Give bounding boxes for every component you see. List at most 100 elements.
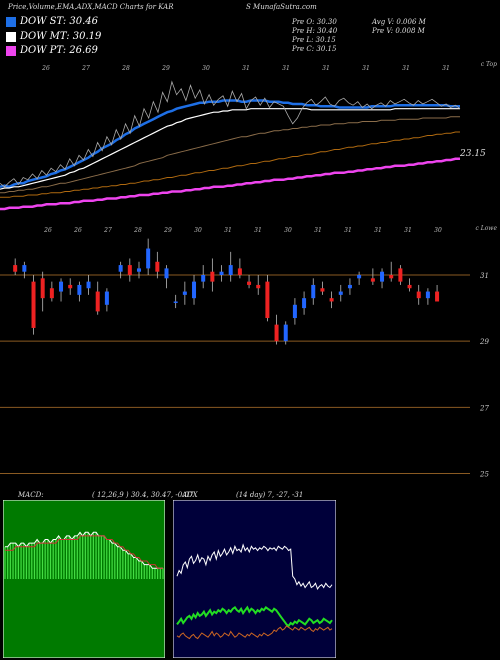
price-candle <box>380 271 385 282</box>
price-corner-label: c Lowe <box>475 225 497 232</box>
legend-dow-mt: DOW MT: 30.19 <box>6 31 101 42</box>
ema-date-label: 31 <box>282 65 290 72</box>
stat-avg-volume: Avg V: 0.006 M <box>372 18 426 26</box>
price-date-label: 30 <box>434 227 442 234</box>
price-candle <box>201 275 206 282</box>
chart-title: Price,Volume,EMA,ADX,MACD Charts for KAR <box>8 3 174 11</box>
stat-low: Pre L: 30.15 <box>292 36 336 44</box>
legend-dow-pt: DOW PT: 26.69 <box>6 45 98 56</box>
price-level-label: 29 <box>479 338 489 346</box>
price-candle <box>228 265 233 276</box>
ema-date-label: 31 <box>402 65 410 72</box>
ema-line <box>0 99 460 189</box>
macd-label: MACD: <box>18 491 44 499</box>
price-candle <box>31 281 36 328</box>
adx-line <box>176 543 333 590</box>
macd-line <box>5 535 163 569</box>
price-candle <box>347 284 352 289</box>
ema-date-label: 28 <box>121 65 130 72</box>
price-candle <box>292 304 297 319</box>
ema-date-label: 31 <box>322 65 330 72</box>
price-candle <box>49 288 54 299</box>
price-candle <box>164 268 169 279</box>
price-candle <box>118 265 123 272</box>
price-candle <box>182 291 187 295</box>
price-candle <box>59 281 64 292</box>
price-candle <box>68 284 73 289</box>
site-name: S MunafaSutra.com <box>246 3 317 11</box>
ema-value-label: 23.15 <box>459 149 486 159</box>
price-date-label: 31 <box>374 227 382 234</box>
price-candle <box>237 268 242 276</box>
price-candle <box>256 284 261 289</box>
price-candle <box>13 265 18 272</box>
adx-background <box>173 500 336 658</box>
price-date-label: 30 <box>284 227 292 234</box>
price-candle <box>95 291 100 312</box>
ema-date-label: 31 <box>442 65 450 72</box>
ema-date-label: 27 <box>81 65 90 72</box>
legend-dow-st: DOW ST: 30.46 <box>6 16 98 27</box>
price-candle <box>274 324 279 342</box>
ema-date-label: 29 <box>161 65 170 72</box>
legend-label-mt: DOW MT: 30.19 <box>20 31 102 42</box>
price-date-label: 31 <box>254 227 262 234</box>
price-candle <box>425 291 430 299</box>
price-candle <box>22 265 27 272</box>
macd-params: ( 12,26,9 ) 30.4, 30.47, -0.07 <box>92 491 194 499</box>
price-candle <box>329 298 334 302</box>
macd-chart <box>3 500 165 658</box>
price-candle <box>136 268 141 272</box>
price-date-label: 31 <box>404 227 412 234</box>
ema-line <box>0 80 461 188</box>
price-date-label: 26 <box>43 227 52 234</box>
legend-label-st: DOW ST: 30.46 <box>20 16 99 27</box>
ema-line <box>0 116 460 194</box>
ema-corner-label: c Top <box>481 61 497 68</box>
legend-swatch-st <box>6 16 16 27</box>
ema-line <box>0 108 460 190</box>
price-date-label: 31 <box>224 227 232 234</box>
price-candle <box>320 288 325 292</box>
price-candle <box>407 284 412 289</box>
price-candle <box>146 248 151 269</box>
ema-date-label: 26 <box>41 65 50 72</box>
stat-pre-volume: Pre V: 0.008 M <box>372 27 425 35</box>
price-candle <box>127 265 132 276</box>
price-level-label: 25 <box>479 471 489 479</box>
price-date-label: 31 <box>314 227 322 234</box>
price-candle <box>192 281 197 299</box>
price-candle <box>219 271 224 276</box>
legend-swatch-pt <box>6 45 16 56</box>
macd-line <box>5 531 163 569</box>
price-candle <box>86 281 91 289</box>
macd-background <box>3 500 165 658</box>
price-candle <box>283 324 288 342</box>
price-candle <box>40 278 45 299</box>
price-date-label: 27 <box>103 227 112 234</box>
price-candle <box>155 261 160 272</box>
price-date-label: 28 <box>133 227 142 234</box>
price-candle <box>104 291 109 305</box>
adx-chart <box>173 500 336 658</box>
price-candle <box>173 301 178 303</box>
price-level-label: 31 <box>480 272 489 280</box>
ema-line <box>0 157 460 211</box>
adx-params: (14 day) 7, -27, -31 <box>236 491 304 499</box>
ema-date-label: 31 <box>362 65 370 72</box>
price-date-label: 31 <box>344 227 352 234</box>
price-candle <box>398 268 403 282</box>
price-level-label: 27 <box>479 404 489 412</box>
price-candle <box>311 284 316 299</box>
price-candle <box>265 281 270 319</box>
price-candle <box>389 275 394 279</box>
legend-label-pt: DOW PT: 26.69 <box>20 45 98 56</box>
ema-line <box>0 131 460 198</box>
price-date-label: 30 <box>194 227 202 234</box>
adx-line <box>176 605 333 628</box>
price-date-label: 26 <box>73 227 82 234</box>
stat-high: Pre H: 30.40 <box>292 27 338 35</box>
price-candle <box>77 284 82 295</box>
adx-line <box>176 625 333 640</box>
price-candle <box>357 275 362 279</box>
